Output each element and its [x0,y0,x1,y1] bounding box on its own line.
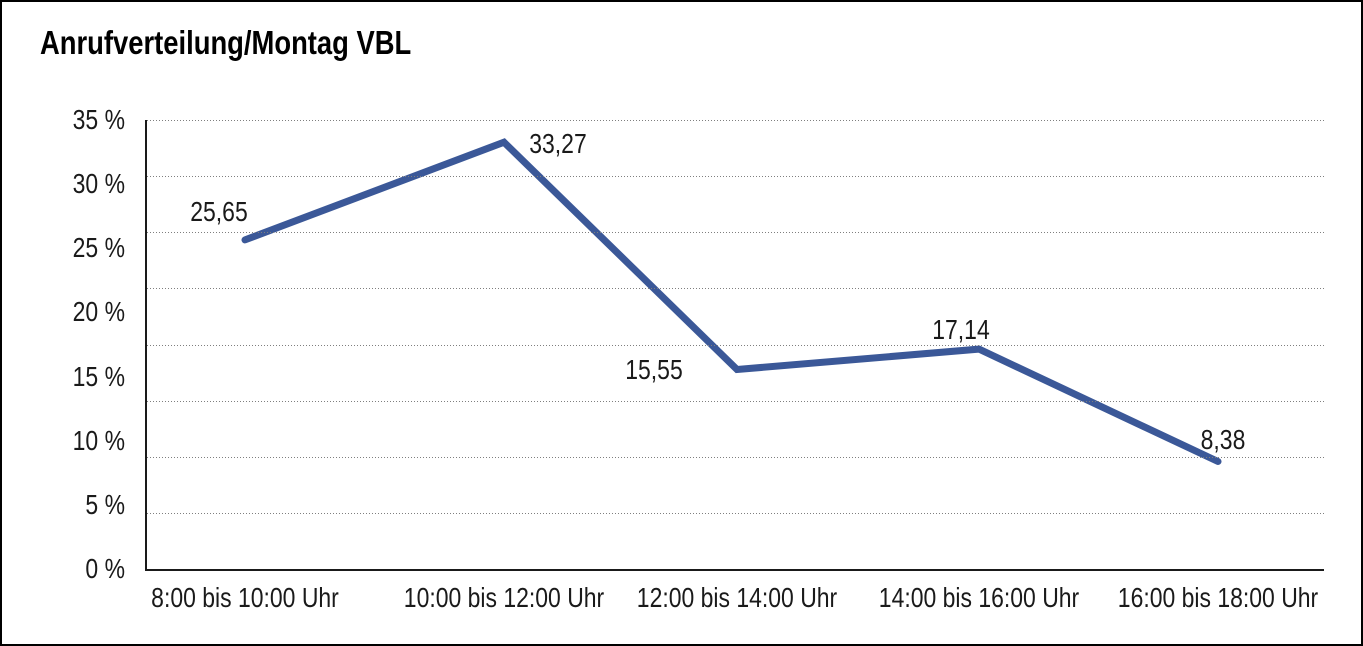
gridline [147,345,1324,346]
chart-title: Anrufverteilung/Montag VBL [40,24,412,61]
y-tick-label: 5 % [85,489,125,520]
data-point-label: 25,65 [190,196,248,227]
y-tick-label: 30 % [72,168,125,199]
gridline [147,401,1324,402]
x-category-label: 12:00 bis 14:00 Uhr [636,582,838,613]
data-point-label: 8,38 [1200,424,1246,455]
x-category-label: 14:00 bis 16:00 Uhr [878,582,1080,613]
y-tick-label: 35 % [72,104,125,135]
x-category-label: 8:00 bis 10:00 Uhr [151,582,339,613]
gridline [147,457,1324,458]
y-tick-label: 25 % [72,232,125,263]
y-tick-label: 10 % [72,425,125,456]
y-tick-label: 20 % [72,296,125,327]
plot-area [145,120,1324,571]
x-category-label: 16:00 bis 18:00 Uhr [1117,582,1319,613]
gridline [147,176,1324,177]
x-category-label: 10:00 bis 12:00 Uhr [403,582,605,613]
gridline [147,288,1324,289]
y-tick-label: 0 % [85,553,125,584]
y-tick-label: 15 % [72,361,125,392]
series-polyline [241,138,1222,465]
gridline [147,120,1324,121]
data-point-label: 17,14 [932,314,990,345]
data-point-label: 15,55 [625,354,683,385]
line-series [241,138,1222,465]
gridline [147,513,1324,514]
gridline [147,232,1324,233]
data-point-label: 33,27 [529,128,587,159]
